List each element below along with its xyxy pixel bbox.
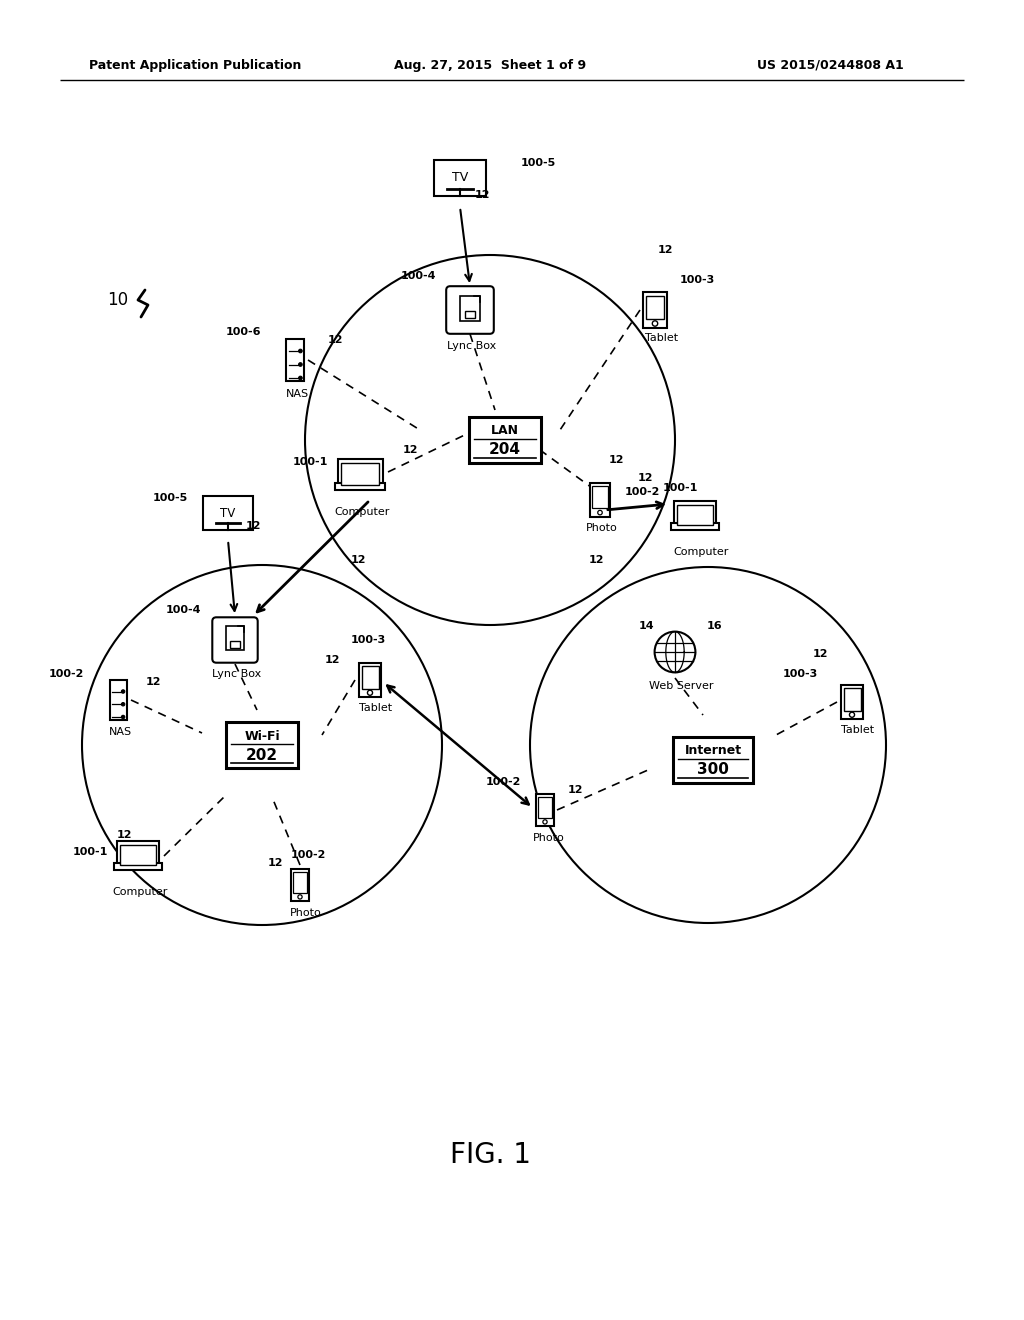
Text: 300: 300: [697, 763, 729, 777]
Text: Lync Box: Lync Box: [447, 341, 497, 351]
FancyBboxPatch shape: [460, 296, 480, 321]
Text: Computer: Computer: [674, 546, 729, 557]
Circle shape: [299, 350, 302, 352]
FancyBboxPatch shape: [291, 869, 309, 902]
Text: 12: 12: [325, 655, 340, 665]
FancyBboxPatch shape: [844, 689, 860, 710]
FancyBboxPatch shape: [361, 667, 379, 689]
FancyBboxPatch shape: [204, 496, 253, 531]
Text: Photo: Photo: [290, 908, 322, 917]
Text: 100-2: 100-2: [625, 487, 659, 498]
Text: 100-1: 100-1: [292, 457, 328, 467]
Text: 100-3: 100-3: [679, 275, 715, 285]
Text: 12: 12: [267, 858, 283, 869]
Text: Tablet: Tablet: [645, 333, 679, 343]
Text: 12: 12: [812, 649, 827, 659]
FancyBboxPatch shape: [677, 504, 713, 525]
Text: 12: 12: [474, 190, 489, 201]
Text: 100-3: 100-3: [350, 635, 386, 645]
Text: Internet: Internet: [684, 744, 741, 758]
Text: 100-2: 100-2: [48, 669, 84, 678]
Text: 100-1: 100-1: [663, 483, 697, 492]
Text: 204: 204: [489, 442, 521, 458]
Text: Tablet: Tablet: [842, 725, 874, 735]
FancyBboxPatch shape: [446, 286, 494, 334]
Text: 12: 12: [145, 677, 161, 686]
Text: Aug. 27, 2015  Sheet 1 of 9: Aug. 27, 2015 Sheet 1 of 9: [394, 58, 586, 71]
Text: Wi-Fi: Wi-Fi: [244, 730, 280, 742]
FancyBboxPatch shape: [671, 523, 719, 531]
Text: 100-4: 100-4: [400, 271, 436, 281]
FancyBboxPatch shape: [225, 627, 245, 651]
FancyBboxPatch shape: [359, 663, 381, 697]
Text: 12: 12: [637, 473, 652, 483]
Circle shape: [122, 702, 125, 706]
FancyBboxPatch shape: [646, 296, 664, 319]
FancyBboxPatch shape: [469, 417, 541, 463]
Text: LAN: LAN: [490, 425, 519, 437]
FancyBboxPatch shape: [592, 487, 607, 508]
FancyBboxPatch shape: [434, 160, 486, 195]
Text: NAS: NAS: [286, 389, 308, 399]
Text: Lync Box: Lync Box: [212, 669, 261, 678]
Text: NAS: NAS: [109, 727, 131, 737]
Text: Computer: Computer: [113, 887, 168, 898]
Text: 12: 12: [588, 554, 604, 565]
Text: 12: 12: [567, 785, 583, 795]
Text: 100-3: 100-3: [782, 669, 817, 678]
Circle shape: [122, 690, 125, 693]
Text: 16: 16: [708, 620, 723, 631]
Text: 12: 12: [117, 830, 132, 840]
Text: TV: TV: [452, 172, 468, 185]
FancyBboxPatch shape: [536, 793, 554, 826]
FancyBboxPatch shape: [673, 737, 753, 783]
FancyBboxPatch shape: [538, 797, 552, 817]
Text: 100-2: 100-2: [291, 850, 326, 861]
Circle shape: [299, 376, 302, 380]
Text: 12: 12: [328, 335, 343, 345]
Text: 100-2: 100-2: [485, 777, 520, 787]
FancyBboxPatch shape: [590, 483, 610, 517]
FancyBboxPatch shape: [465, 312, 475, 318]
FancyBboxPatch shape: [115, 863, 162, 870]
Text: 14: 14: [639, 620, 654, 631]
FancyBboxPatch shape: [335, 483, 385, 490]
FancyBboxPatch shape: [841, 685, 863, 719]
FancyBboxPatch shape: [286, 339, 304, 380]
Text: Patent Application Publication: Patent Application Publication: [89, 58, 301, 71]
Circle shape: [299, 363, 302, 367]
Text: Tablet: Tablet: [359, 704, 392, 713]
Text: 100-4: 100-4: [165, 605, 201, 615]
Text: 100-1: 100-1: [73, 847, 108, 857]
Text: 100-6: 100-6: [225, 327, 261, 337]
FancyBboxPatch shape: [293, 873, 307, 892]
FancyBboxPatch shape: [212, 618, 258, 663]
Text: Computer: Computer: [334, 507, 390, 517]
FancyBboxPatch shape: [117, 841, 160, 869]
Text: Web Server: Web Server: [649, 681, 714, 690]
Text: TV: TV: [220, 507, 236, 520]
FancyBboxPatch shape: [674, 502, 716, 528]
Text: 10: 10: [108, 290, 129, 309]
Text: 12: 12: [608, 455, 624, 465]
Text: 202: 202: [246, 747, 279, 763]
FancyBboxPatch shape: [230, 640, 240, 648]
FancyBboxPatch shape: [341, 463, 379, 484]
Text: 100-5: 100-5: [153, 492, 187, 503]
Text: 12: 12: [657, 246, 673, 255]
Text: 12: 12: [246, 521, 261, 531]
FancyBboxPatch shape: [338, 459, 383, 488]
Text: Photo: Photo: [534, 833, 565, 843]
Text: 100-5: 100-5: [520, 158, 556, 168]
FancyBboxPatch shape: [120, 845, 156, 865]
FancyBboxPatch shape: [226, 722, 298, 768]
Text: 12: 12: [350, 554, 366, 565]
Text: US 2015/0244808 A1: US 2015/0244808 A1: [757, 58, 903, 71]
Circle shape: [122, 715, 125, 718]
Text: 12: 12: [402, 445, 418, 455]
Text: Photo: Photo: [586, 523, 617, 533]
FancyBboxPatch shape: [643, 292, 667, 327]
Text: FIG. 1: FIG. 1: [450, 1140, 530, 1170]
FancyBboxPatch shape: [110, 680, 127, 719]
